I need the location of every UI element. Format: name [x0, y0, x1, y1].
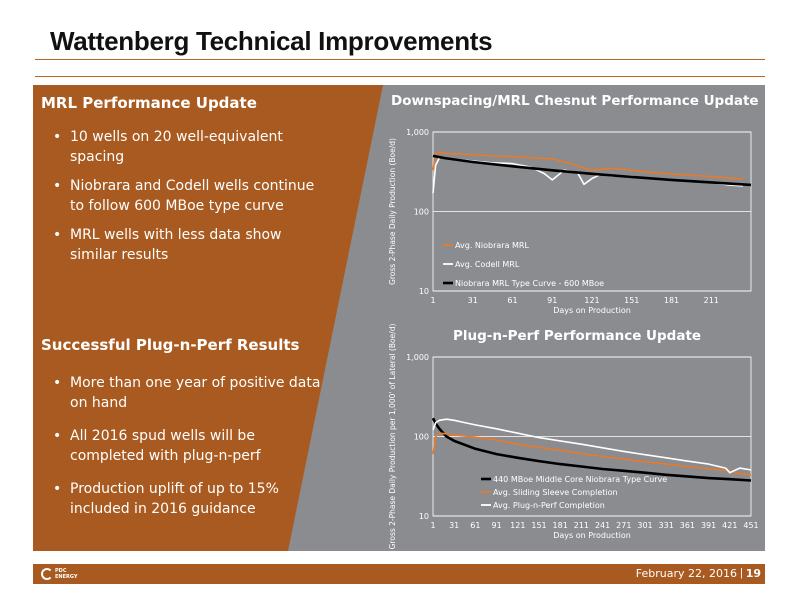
chart1-series-line [432, 154, 752, 187]
chart1-series-line [432, 151, 744, 180]
chart1-legend-label: Avg. Codell MRL [455, 260, 520, 269]
pnp-bullet-list: More than one year of positive data on h… [41, 373, 321, 532]
content-panel: MRL Performance Update 10 wells on 20 we… [33, 85, 765, 551]
footer-date: February 22, 2016 [635, 567, 737, 580]
chart2-series-line [432, 432, 752, 476]
chart2-x-tick-label: 241 [595, 521, 610, 530]
chart1-x-tick-label: 31 [468, 296, 478, 305]
chart2-x-tick-label: 61 [470, 521, 480, 530]
chart1-x-tick-label: 211 [704, 296, 719, 305]
chart2-title: Plug-n-Perf Performance Update [453, 328, 702, 344]
chart1-y-axis-label: Gross 2-Phase Daily Production (Boe/d) [388, 138, 397, 285]
page-title: Wattenberg Technical Improvements [50, 26, 493, 56]
chart2-x-tick-label: 121 [510, 521, 525, 530]
chart2-x-tick-label: 391 [701, 521, 716, 530]
chart1-legend-label: Avg. Niobrara MRL [455, 241, 529, 250]
footer-bar: PDC ENERGY February 22, 2016 | 19 [33, 564, 765, 584]
chart2-x-tick-label: 1 [430, 521, 435, 530]
logo-line1: PDC [55, 568, 67, 574]
chart2-y-tick-label: 10 [419, 512, 429, 521]
logo-text: PDC ENERGY [55, 568, 77, 580]
title-rule-top [35, 59, 765, 60]
mrl-bullet: 10 wells on 20 well-equivalent spacing [41, 127, 321, 167]
chart1-y-tick-label: 10 [419, 287, 429, 296]
chart2-x-tick-label: 31 [449, 521, 459, 530]
chart2-x-tick-label: 421 [722, 521, 737, 530]
chart2-x-tick-label: 91 [492, 521, 502, 530]
mrl-bullet: MRL wells with less data show similar re… [41, 225, 321, 265]
title-rule-bottom [35, 76, 765, 77]
pnp-bullet: More than one year of positive data on h… [41, 373, 321, 413]
chart2-x-tick-label: 211 [574, 521, 589, 530]
chart2-series-line [431, 417, 752, 482]
chart1-x-tick-label: 181 [664, 296, 679, 305]
mrl-heading: MRL Performance Update [41, 94, 257, 112]
chart2-x-axis-label: Days on Production [553, 531, 631, 540]
pnp-bullet: Production uplift of up to 15% included … [41, 479, 321, 519]
mrl-bullet-list: 10 wells on 20 well-equivalent spacing N… [41, 127, 321, 274]
company-logo: PDC ENERGY [41, 567, 81, 581]
chart1-x-tick-label: 91 [547, 296, 557, 305]
chart2-legend-label: Avg. Plug-n-Perf Completion [493, 501, 605, 510]
chart1-x-tick-label: 121 [584, 296, 599, 305]
chart1-legend-label: Niobrara MRL Type Curve - 600 MBoe [455, 279, 604, 288]
chart2-legend-label: 440 MBoe Middle Core Niobrara Type Curve [493, 475, 667, 484]
chart2-y-tick-label: 1,000 [406, 353, 429, 362]
logo-line2: ENERGY [55, 574, 78, 580]
pnp-heading: Successful Plug-n-Perf Results [41, 336, 300, 354]
left-column: MRL Performance Update 10 wells on 20 we… [33, 85, 333, 551]
chart1-y-tick-label: 100 [414, 208, 429, 217]
chart2-y-tick-label: 100 [414, 433, 429, 442]
chart2-series-line [432, 418, 752, 474]
chart2-x-tick-label: 331 [659, 521, 674, 530]
chart1-x-axis-label: Days on Production [553, 306, 631, 315]
page-number: 19 [745, 567, 761, 580]
logo-flame-icon [41, 568, 53, 580]
chart1-x-tick-label: 61 [507, 296, 517, 305]
chart2-x-tick-label: 181 [553, 521, 568, 530]
pnp-bullet: All 2016 spud wells will be completed wi… [41, 426, 321, 466]
chart2-x-tick-label: 451 [743, 521, 758, 530]
chart1-plot-frame [432, 131, 752, 292]
chart2-x-tick-label: 301 [637, 521, 652, 530]
chart2-y-axis-label: Gross 2-Phase Daily Production per 1,000… [388, 324, 397, 550]
chart1-x-tick-label: 151 [624, 296, 639, 305]
footer-separator: | [740, 567, 743, 579]
chart1-x-tick-label: 1 [430, 296, 435, 305]
chart2-legend-label: Avg. Sliding Sleeve Completion [493, 488, 618, 497]
chart1-y-tick-label: 1,000 [406, 128, 429, 137]
chart2-x-tick-label: 151 [531, 521, 546, 530]
chart2-x-tick-label: 361 [680, 521, 695, 530]
chart1-title: Downspacing/MRL Chesnut Performance Upda… [391, 93, 759, 109]
chart2-x-tick-label: 271 [616, 521, 631, 530]
chart2-plot-frame [432, 356, 752, 517]
mrl-bullet: Niobrara and Codell wells continue to fo… [41, 176, 321, 216]
